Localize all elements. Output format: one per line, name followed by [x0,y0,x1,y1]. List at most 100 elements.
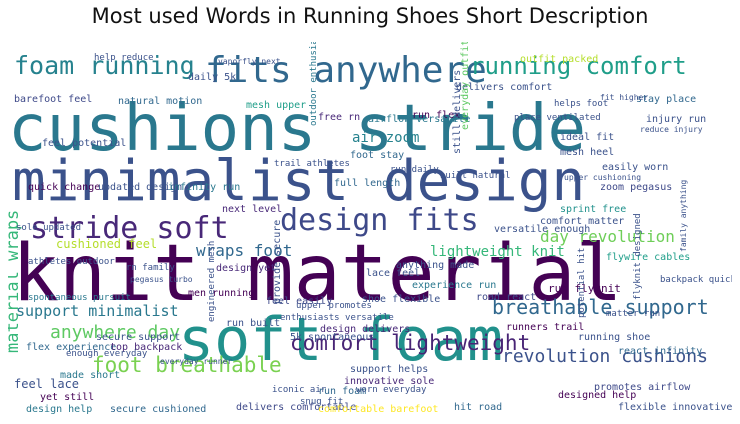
word-outdoor-enthusiasts: outdoor enthusiasts [309,42,319,126]
word-upper-promotes: upper promotes [296,301,372,311]
word-run-daily: run daily [390,165,439,175]
word-iconic-air: iconic air [272,385,327,395]
word-worn-everyday: worn everyday [356,385,427,395]
word-cushions-stride: cushions stride [8,92,586,166]
word-natural-motion: natural motion [118,96,202,107]
word-foot-stay: foot stay [350,150,404,161]
word-hit-road: hit road [454,402,502,413]
word-feel-potential: feel potential [42,138,126,149]
word-ideal-fit: ideal fit [560,132,614,143]
word-helps-foot: helps foot [554,99,608,109]
word-sole-updated: sole updated [16,223,81,233]
word-help-reduce: help reduce [94,53,154,63]
word-made-short: made short [60,370,120,381]
word-comfort-matter: comfort matter [540,216,624,227]
word-outfit-packed: outfit packed [520,54,598,65]
word-foot-breathable: foot breathable [92,353,282,377]
word-knit-material: knit material [12,229,622,319]
word-comfortable-barefoot: comfortable barefoot [318,404,438,415]
word-stay-place: stay place [636,94,696,105]
word-day-revolution: day revolution [540,227,675,246]
word-upper-cushioning: upper cushioning [564,173,641,182]
word-everyday-outfit: everyday outfit [460,42,471,130]
word-backpack-quick: backpack quick [660,275,732,285]
word-feel-lace: feel lace [14,377,79,391]
word-athletes-outdoor: athletes outdoor [28,257,115,267]
word-anything-made: anything made [396,260,474,271]
word-family-anything: family anything [679,180,688,252]
word-material-wraps: material wraps [8,210,23,353]
word-design-delivers: design delivers [320,324,410,335]
word-everyday-runner: everyday runner [160,357,232,366]
word-innovative-sole: innovative sole [344,376,434,387]
word-reduce-injury: reduce injury [640,125,703,134]
word-running-comfort: running comfort [470,52,687,80]
word-cushioned-feel: cushioned feel [56,237,157,251]
word-run-built: run built [226,318,280,329]
word-cloud: knit material cushions stride minimalist d… [8,42,732,418]
word-matter-run: matter run [606,309,660,319]
word-support-minimalist: support minimalist [16,302,179,320]
word-anywhere-day: anywhere day [50,322,180,343]
word-fit-higher: fit higher [600,93,648,102]
word-provide-secure: provide secure [272,220,283,304]
word-mesh-upper: mesh upper [246,100,306,111]
word-react-infinity: react infinity [618,346,702,357]
word-promotes-airflow: promotes airflow [594,382,691,393]
word-support-helps: support helps [350,364,428,375]
word-still-delivers: still delivers [452,70,463,154]
word-next-level: next level [222,204,282,215]
word-5k-spontaneous: 5k spontaneous [290,332,374,343]
word-run-flyknit: run flyknit [548,282,621,295]
word-design-yet: design yet [216,263,276,274]
word-revolution-cushions: revolution cushions [502,346,708,367]
word-experience-run: experience run [412,280,496,291]
word-spontaneous-pursuit: spontaneous pursuit [28,293,131,303]
word-versatile-enough: versatile enough [494,224,590,235]
word-run-foam: run foam [318,386,366,397]
word-daily-5k: daily 5k [188,72,236,83]
word-feel-easily: feel easily [266,296,332,307]
word-quick-change: quick change [28,182,100,193]
word-easily-worn: easily worn [602,162,668,173]
word-flex-experience: flex experience [26,342,116,353]
word-lace-feel: lace feel [366,268,420,279]
word-vaporfly-next: vaporfly next [218,57,281,66]
word-top-backpack: top backpack [110,342,182,353]
word-barefoot-feel: barefoot feel [14,94,92,105]
word-soft-foam: soft foam [178,305,503,375]
word-flywire-cables: flywire cables [606,252,690,263]
word-secure-support: secure support [96,332,180,343]
word-running-shoe: running shoe [578,332,650,343]
word-air-zoom: air zoom [352,130,419,146]
word-flexible-innovative: flexible innovative [618,402,732,413]
word-infinity-run: infinity run [168,182,240,193]
word-designed-help: designed help [558,390,636,401]
word-pegasus-turbo: pegasus turbo [130,275,193,284]
word-built-natural: built natural [440,171,510,181]
word-delivers-comfort: delivers comfort [456,82,552,93]
word-fits-anywhere: fits anywhere [205,50,487,91]
word-potential-hit: potential hit [577,248,587,318]
word-yet-still: yet still [40,392,94,403]
word-airflow-versatile: airflow versatile [368,114,470,125]
word-comfort-lightweight: comfort lightweight [290,331,530,355]
word-snug-fit: snug fit [300,397,343,407]
word-wraps-foot: wraps foot [196,241,292,260]
word-shoe-flexible: shoe flexible [362,294,440,305]
word-road-react: road react [476,292,536,303]
word-rn-family: rn family [126,263,175,273]
word-design-help: design help [26,404,92,415]
word-minimalist-design: minimalist design [12,149,585,214]
word-stride-soft: stride soft [30,211,229,246]
word-engineered-mesh: engineered mesh [207,241,217,322]
word-men-running: men running [188,288,254,299]
word-trail-athletes: trail athletes [274,159,350,169]
word-runners-trail: runners trail [506,322,584,333]
word-design-fits: design fits [280,203,479,238]
word-secure-cushioned: secure cushioned [110,404,206,415]
word-free-rn: free rn [318,112,360,123]
word-foam-running: foam running [14,51,195,80]
